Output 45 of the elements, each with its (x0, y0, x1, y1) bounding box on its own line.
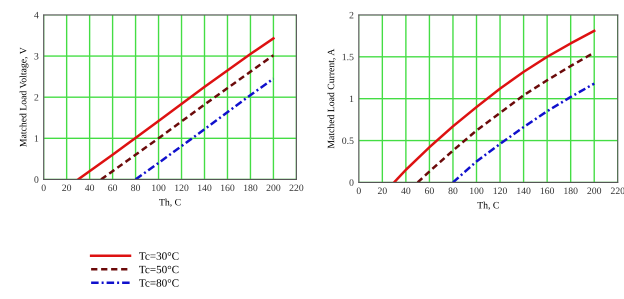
x-tick-label: 180 (564, 188, 578, 194)
y-tick-label: 0.5 (342, 137, 354, 144)
y-tick-label: 1 (350, 96, 354, 102)
x-tick-label: 40 (401, 188, 410, 194)
x-tick-label: 120 (175, 184, 188, 192)
x-tick-label: 0 (42, 184, 46, 192)
x-tick-label: 60 (424, 188, 434, 194)
line-series (392, 30, 596, 182)
x-tick-label: 80 (131, 184, 140, 192)
x-axis-title: Th, C (477, 202, 499, 210)
line-series (452, 82, 596, 182)
x-tick-label: 160 (221, 184, 234, 192)
x-tick-label: 220 (290, 184, 304, 192)
y-tick-label: 1.5 (342, 54, 354, 60)
legend-label: Tc=50°C (139, 266, 178, 274)
line-series (76, 37, 275, 180)
x-tick-label: 120 (494, 188, 507, 194)
x-tick-label: 140 (517, 188, 531, 194)
legend-label: Tc=30°C (139, 252, 178, 260)
y-axis-title: Matched Load Voltage, V (20, 47, 28, 147)
line-series (134, 77, 275, 180)
legend-label: Tc=80°C (139, 279, 178, 287)
x-tick-label: 60 (108, 184, 118, 192)
y-tick-label: 2 (34, 94, 38, 101)
x-axis-title: Th, C (159, 198, 181, 207)
x-tick-label: 0 (356, 188, 361, 194)
x-tick-label: 20 (62, 184, 72, 192)
x-tick-label: 100 (470, 188, 484, 194)
x-tick-label: 40 (84, 184, 94, 192)
x-tick-label: 200 (266, 184, 280, 192)
y-tick-label: 1 (34, 135, 38, 142)
x-tick-label: 180 (244, 184, 258, 192)
line-series (100, 54, 275, 180)
y-tick-label: 4 (34, 12, 39, 18)
x-tick-label: 100 (152, 184, 166, 192)
x-tick-label: 160 (540, 188, 554, 194)
y-tick-label: 0 (349, 179, 354, 186)
y-axis-title: Matched Load Current, A (327, 48, 336, 148)
x-tick-label: 140 (198, 184, 212, 192)
x-tick-label: 200 (587, 188, 602, 194)
y-tick-label: 3 (34, 53, 38, 60)
x-tick-label: 20 (378, 188, 387, 194)
y-tick-label: 0 (34, 176, 38, 183)
y-tick-label: 2 (350, 12, 354, 18)
x-tick-label: 80 (448, 188, 458, 194)
